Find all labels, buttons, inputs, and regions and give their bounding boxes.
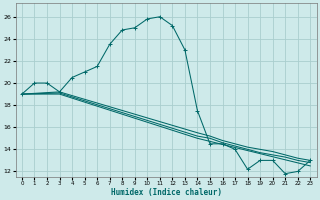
X-axis label: Humidex (Indice chaleur): Humidex (Indice chaleur) [111, 188, 221, 197]
